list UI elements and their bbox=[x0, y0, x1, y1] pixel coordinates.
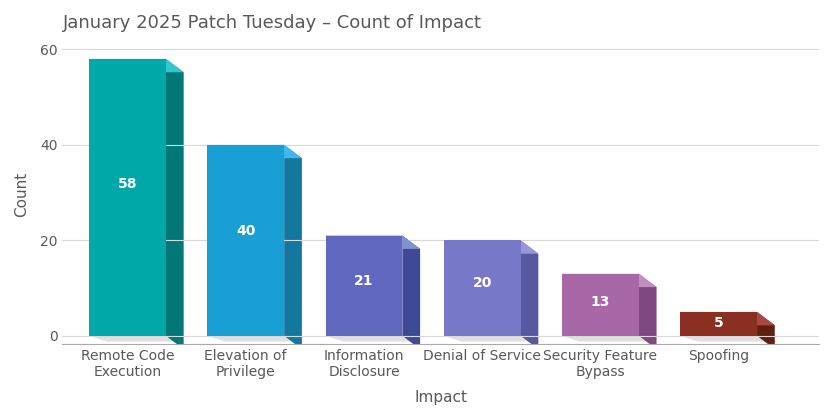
Bar bbox=[207, 145, 284, 336]
Text: 5: 5 bbox=[714, 316, 724, 330]
Bar bbox=[326, 235, 402, 336]
Polygon shape bbox=[89, 336, 183, 341]
Polygon shape bbox=[326, 235, 420, 249]
Polygon shape bbox=[166, 59, 183, 349]
Polygon shape bbox=[326, 336, 420, 341]
Bar bbox=[562, 274, 639, 336]
Polygon shape bbox=[284, 145, 302, 349]
Polygon shape bbox=[444, 241, 538, 253]
Polygon shape bbox=[562, 336, 656, 341]
X-axis label: Impact: Impact bbox=[414, 390, 467, 405]
Polygon shape bbox=[207, 336, 302, 341]
Polygon shape bbox=[639, 274, 656, 349]
Polygon shape bbox=[757, 312, 775, 349]
Y-axis label: Count: Count bbox=[14, 172, 29, 217]
Polygon shape bbox=[521, 241, 538, 349]
Text: 40: 40 bbox=[236, 224, 256, 238]
Text: January 2025 Patch Tuesday – Count of Impact: January 2025 Patch Tuesday – Count of Im… bbox=[62, 14, 481, 32]
Bar bbox=[444, 241, 521, 336]
Text: 21: 21 bbox=[354, 274, 374, 288]
Polygon shape bbox=[207, 145, 302, 158]
Polygon shape bbox=[681, 312, 775, 325]
Text: 13: 13 bbox=[591, 295, 610, 309]
Polygon shape bbox=[444, 336, 538, 341]
Text: 58: 58 bbox=[117, 176, 137, 191]
Polygon shape bbox=[402, 235, 420, 349]
Polygon shape bbox=[562, 274, 656, 287]
Bar bbox=[681, 312, 757, 336]
Polygon shape bbox=[681, 336, 775, 341]
Text: 20: 20 bbox=[472, 276, 491, 290]
Bar bbox=[89, 59, 166, 336]
Polygon shape bbox=[89, 59, 183, 72]
